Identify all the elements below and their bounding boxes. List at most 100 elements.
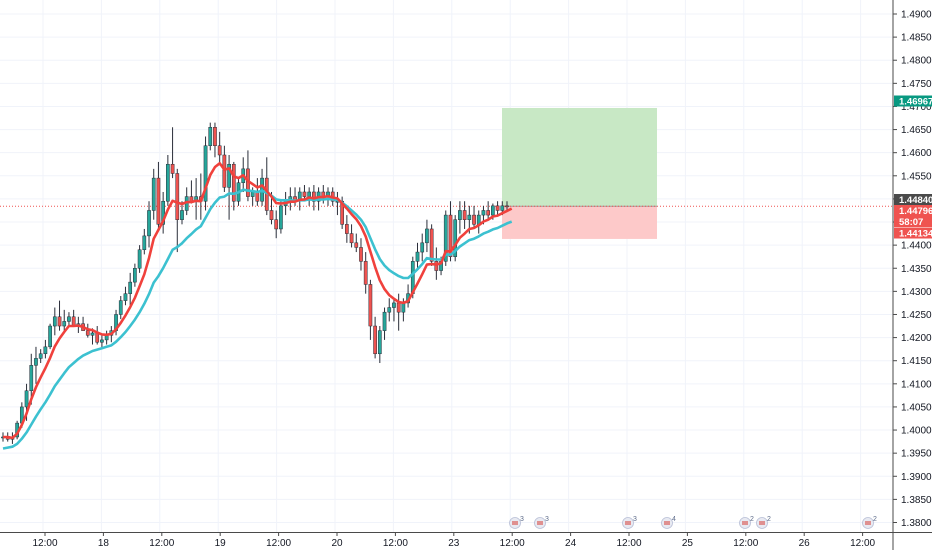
price-tick-label: 1.41000: [901, 379, 932, 390]
candlestick-series: [1, 122, 509, 444]
candle-body: [448, 214, 453, 257]
price-tag-box: [894, 95, 932, 107]
price-tick-label: 1.43500: [901, 264, 932, 275]
candle-body: [373, 325, 377, 355]
time-tick-label: 19: [215, 538, 227, 549]
time-tick-label: 18: [98, 538, 110, 549]
price-tick-label: 1.39500: [901, 449, 932, 460]
candle-body: [156, 177, 161, 225]
candle-body: [222, 154, 227, 188]
candle-body: [392, 302, 396, 308]
price-tag-label: 1.44840: [899, 195, 932, 206]
candle-body: [227, 163, 231, 188]
price-tick-label: 1.48500: [901, 33, 932, 44]
candle-body: [151, 177, 156, 211]
price-axis[interactable]: 1.49000 1.48500 1.48000 1.47500 1.47000 1.465…: [893, 10, 932, 530]
candle-body: [29, 365, 34, 392]
event-marker: 3: [509, 516, 524, 529]
candle-body: [38, 353, 43, 359]
candle-body: [401, 302, 406, 313]
price-tick-label: 1.42000: [901, 333, 932, 344]
candle-body: [359, 247, 363, 262]
candle-body: [302, 191, 307, 197]
time-tick-label: 23: [448, 538, 460, 549]
candle-body: [34, 358, 38, 366]
candle-body: [382, 311, 387, 331]
candle-body: [349, 233, 354, 244]
candle-body: [255, 191, 260, 202]
candle-body: [250, 191, 255, 197]
event-marker: 2: [739, 516, 754, 529]
candle-body: [434, 261, 439, 271]
flag-stripe: [625, 521, 631, 525]
price-tick-label: 1.42500: [901, 310, 932, 321]
event-marker: 4: [661, 516, 676, 529]
candle-body: [472, 214, 476, 225]
flag-stripe: [865, 521, 871, 525]
price-tick-label: 1.44000: [901, 241, 932, 252]
event-marker: 2: [862, 516, 877, 529]
candle-body: [85, 330, 90, 336]
candle-body: [462, 210, 467, 220]
candle-body: [312, 191, 316, 202]
event-count: 2: [873, 516, 877, 523]
ma-slow-line: [2, 188, 513, 450]
candle-body: [203, 145, 208, 202]
candle-body: [175, 173, 180, 220]
candle-body: [52, 316, 57, 327]
candle-body: [90, 332, 95, 336]
price-tick-label: 1.47000: [901, 102, 932, 113]
candle-body: [133, 268, 137, 283]
price-tick-label: 1.41500: [901, 356, 932, 367]
event-marker: 2: [756, 516, 771, 529]
candle-body: [354, 242, 359, 248]
take-profit-zone: [502, 107, 657, 207]
event-count: 2: [767, 516, 771, 523]
price-tag-label: 58:07: [899, 217, 923, 228]
candle-body: [128, 281, 133, 294]
event-count: 3: [633, 516, 637, 523]
candle-body: [396, 302, 401, 313]
time-axis[interactable]: 12:00 18 12:00 19 12:00 20 12:00 23 12:00 24 12:00…: [32, 532, 876, 549]
candle-body: [279, 205, 283, 230]
candle-body: [274, 219, 279, 230]
price-tick-label: 1.39000: [901, 472, 932, 483]
candle-body: [217, 145, 222, 156]
candle-body: [443, 214, 448, 262]
candle-body: [453, 219, 458, 257]
event-count: 3: [520, 516, 524, 523]
time-tick-label: 12:00: [32, 538, 57, 549]
price-tag: 1.44840: [894, 194, 932, 206]
flag-stripe: [664, 521, 670, 525]
price-tick-label: 1.40000: [901, 426, 932, 437]
time-tick-label: 12:00: [733, 538, 758, 549]
candle-body: [161, 200, 165, 225]
candle-body: [62, 321, 67, 327]
candle-body: [24, 390, 29, 408]
price-tag: 1.44796: [894, 205, 932, 217]
flag-stripe: [512, 521, 518, 525]
candle-body: [458, 210, 462, 220]
price-tag-box: [894, 194, 932, 205]
candle-body: [142, 235, 147, 251]
price-tick-label: 1.46500: [901, 125, 932, 136]
price-tick-label: 1.43000: [901, 287, 932, 298]
candle-body: [180, 210, 184, 220]
price-tick-label: 1.38500: [901, 495, 932, 506]
price-tag-label: 1.44796: [899, 206, 932, 217]
candle-body: [43, 346, 48, 355]
candle-body: [505, 205, 509, 208]
candle-body: [147, 210, 151, 237]
time-tick-label: 24: [565, 538, 577, 549]
price-tick-label: 1.46000: [901, 148, 932, 159]
time-tick-label: 12:00: [616, 538, 641, 549]
ma-fast-line: [3, 162, 513, 440]
candle-body: [307, 191, 312, 197]
time-tick-label: 12:00: [500, 538, 525, 549]
candle-body: [100, 339, 104, 343]
candle-body: [345, 224, 349, 234]
candle-body: [363, 261, 368, 285]
economic-events: 3 3 3 4 2 2 2: [509, 516, 877, 529]
